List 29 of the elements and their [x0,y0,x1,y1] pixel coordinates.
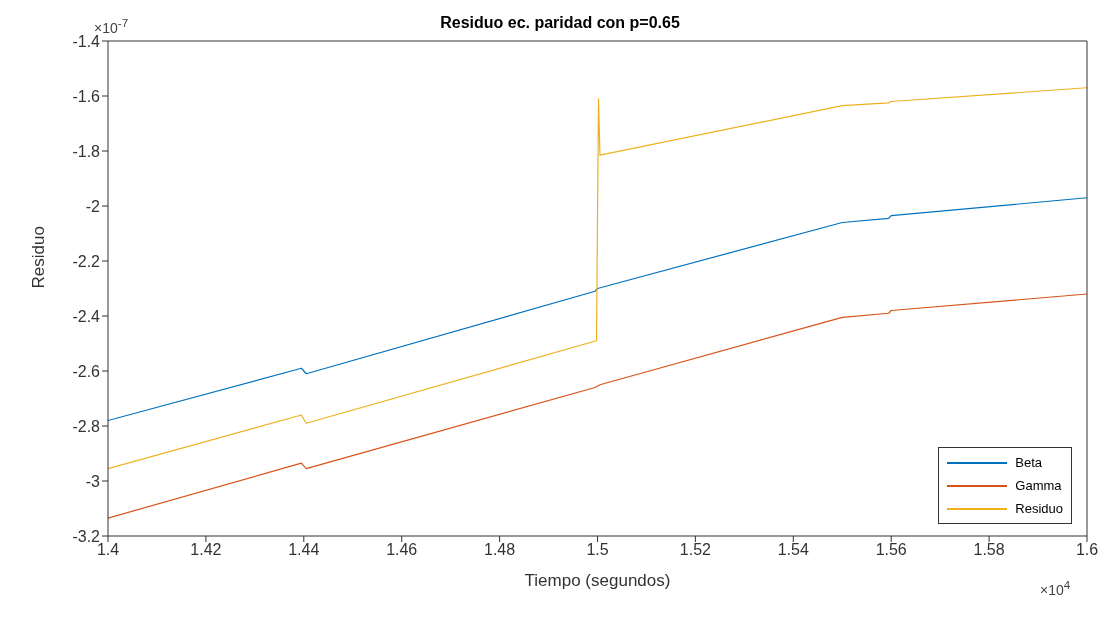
line-series [108,87,1087,470]
x-tick-label: 1.44 [288,541,320,559]
x-tick-label: 1.6 [1075,541,1099,559]
x-tick-label: 1.4 [96,541,120,559]
legend-label: Gamma [1015,477,1062,495]
y-tick-label: -2.6 [72,362,101,380]
y-tick-label: -2.4 [72,307,101,325]
line-series [108,197,1087,422]
x-tick-label: 1.56 [875,541,907,559]
y-tick-label: -1.8 [72,142,101,160]
x-axis-title: Tiempo (segundos) [524,571,671,590]
x-exponent: ×10$^{4}$ [1040,578,1071,598]
x-tick-label: 1.46 [386,541,418,559]
y-tick-label: -2 [85,197,101,215]
y-tick-label: -3 [85,472,101,490]
chart-title: Residuo ec. paridad con p=0.65 [440,14,680,31]
x-tick-label: 1.42 [190,541,222,559]
x-tick-label: 1.54 [777,541,809,559]
x-tick-label: 1.5 [586,541,609,559]
x-tick-label: 1.58 [973,541,1005,559]
line-series [108,293,1087,519]
x-tick-label: 1.52 [679,541,712,559]
y-tick-label: -2.2 [72,252,101,270]
y-tick-label: -1.6 [72,87,101,105]
legend-label: Residuo [1015,500,1063,518]
legend-label: Beta [1015,454,1043,472]
y-tick-label: -2.8 [72,417,101,435]
y-axis-title: Residuo [29,226,49,289]
x-tick-label: 1.48 [484,541,516,559]
